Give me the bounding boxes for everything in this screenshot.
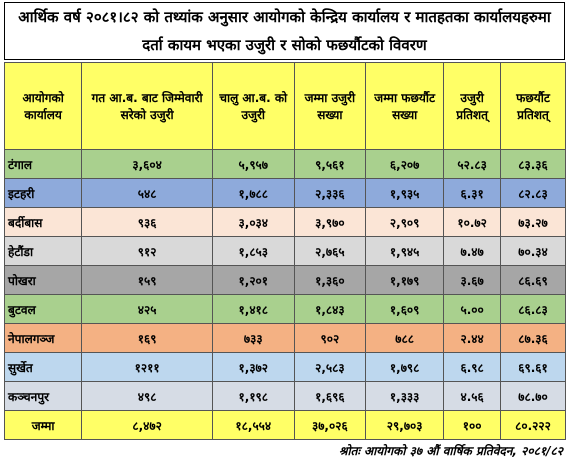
table-cell: १,६०९ bbox=[365, 294, 445, 324]
table-cell: १,९४५ bbox=[365, 236, 445, 266]
table-cell: २,७६५ bbox=[293, 236, 367, 266]
table-cell: ४९८ bbox=[81, 381, 213, 411]
table-cell: ३.६७ bbox=[443, 265, 502, 295]
table-cell: ७.४७ bbox=[443, 236, 502, 266]
table-cell: ९,५६१ bbox=[293, 149, 367, 179]
table-cell: कञ्चनपुर bbox=[3, 381, 83, 411]
table-cell: १,३३३ bbox=[365, 381, 445, 411]
table-cell: नेपालगञ्ज bbox=[3, 323, 83, 353]
table-cell: ६.३१ bbox=[443, 178, 502, 208]
table-cell: १,६९६ bbox=[293, 381, 367, 411]
table-row: बर्दीबास ९३६ ३,०३४ ३,९७० २,९०९ १०.७२ ७३.२७ bbox=[3, 207, 566, 237]
table-cell: ५४८ bbox=[81, 178, 213, 208]
table-row: हेटौंडा ९१२ १,८५३ २,७६५ १,९४५ ७.४७ ७०.३४ bbox=[3, 236, 566, 266]
table-cell: सुर्खेत bbox=[3, 352, 83, 382]
table-cell: पोखरा bbox=[3, 265, 83, 295]
table-cell: ८७.३६ bbox=[500, 323, 566, 353]
header-cell: चालु आ.ब. को उजुरी bbox=[211, 62, 295, 150]
table-cell: ३,६०४ bbox=[81, 149, 213, 179]
header-row: आयोगको कार्यालय गत आ.ब. बाट जिम्मेवारी सर… bbox=[3, 62, 566, 150]
table-cell: ७८८ bbox=[365, 323, 445, 353]
total-cell: ८,४७२ bbox=[81, 410, 213, 440]
table-cell: ९०२ bbox=[293, 323, 367, 353]
table-cell: ४.५६ bbox=[443, 381, 502, 411]
table-cell: १५९ bbox=[81, 265, 213, 295]
header-cell: गत आ.ब. बाट जिम्मेवारी सरेको उजुरी bbox=[81, 62, 213, 150]
table-cell: बर्दीबास bbox=[3, 207, 83, 237]
table-row: कञ्चनपुर ४९८ १,१९८ १,६९६ १,३३३ ४.५६ ७८.७० bbox=[3, 381, 566, 411]
table-cell: १,९३५ bbox=[365, 178, 445, 208]
table-row: पोखरा १५९ १,२०१ १,३६० १,१७९ ३.६७ ८६.६९ bbox=[3, 265, 566, 295]
table-cell: ६.९८ bbox=[443, 352, 502, 382]
table-cell: ९१२ bbox=[81, 236, 213, 266]
table: आयोगको कार्यालय गत आ.ब. बाट जिम्मेवारी सर… bbox=[3, 62, 566, 440]
total-cell: १८,५५४ bbox=[211, 410, 295, 440]
table-cell: १,३६० bbox=[293, 265, 367, 295]
table-cell: २,३३६ bbox=[293, 178, 367, 208]
table-cell: ६९.६१ bbox=[500, 352, 566, 382]
title-line: आर्थिक वर्ष २०८१।८२ को तथ्यांक अनुसार आय… bbox=[18, 8, 551, 26]
table-cell: ६,२०७ bbox=[365, 149, 445, 179]
header-cell: फछर्यौट प्रतिशत् bbox=[500, 62, 566, 150]
table-cell: १,८४३ bbox=[293, 294, 367, 324]
table-cell: हेटौंडा bbox=[3, 236, 83, 266]
table-cell: २.४४ bbox=[443, 323, 502, 353]
header-cell: आयोगको कार्यालय bbox=[3, 62, 83, 150]
table-cell: १६९ bbox=[81, 323, 213, 353]
source: श्रोतः आयोगको ३७ औं वार्षिक प्रतिवेदन, २… bbox=[339, 444, 563, 458]
table-cell: ८२.८३ bbox=[500, 178, 566, 208]
table-cell: १,३७२ bbox=[211, 352, 295, 382]
table-cell: ५.०० bbox=[443, 294, 502, 324]
table-cell: ३,०३४ bbox=[211, 207, 295, 237]
table-cell: १०.७२ bbox=[443, 207, 502, 237]
table-cell: ३,९७० bbox=[293, 207, 367, 237]
table-cell: इटहरी bbox=[3, 178, 83, 208]
table-cell: बुटवल bbox=[3, 294, 83, 324]
table-cell: १,१९८ bbox=[211, 381, 295, 411]
table-cell: २,९०९ bbox=[365, 207, 445, 237]
table-cell: १,२०१ bbox=[211, 265, 295, 295]
total-cell: ८०.२२२ bbox=[500, 410, 566, 440]
table-cell: ७३३ bbox=[211, 323, 295, 353]
table-cell: ७०.३४ bbox=[500, 236, 566, 266]
table-cell: १२११ bbox=[81, 352, 213, 382]
table-cell: १,७८८ bbox=[211, 178, 295, 208]
total-cell: ३७,०२६ bbox=[293, 410, 367, 440]
table-row: इटहरी ५४८ १,७८८ २,३३६ १,९३५ ६.३१ ८२.८३ bbox=[3, 178, 566, 208]
table-cell: २,५८३ bbox=[293, 352, 367, 382]
table-cell: १,१७९ bbox=[365, 265, 445, 295]
title-line: दर्ता कायम भएका उजुरी र सोको फछर्यौटको व… bbox=[142, 36, 427, 54]
table-cell: १,४१८ bbox=[211, 294, 295, 324]
table-row: नेपालगञ्ज १६९ ७३३ ९०२ ७८८ २.४४ ८७.३६ bbox=[3, 323, 566, 353]
table-cell: १,७९८ bbox=[365, 352, 445, 382]
table-cell: ८३.३६ bbox=[500, 149, 566, 179]
total-cell: १०० bbox=[443, 410, 502, 440]
table-cell: ७३.२७ bbox=[500, 207, 566, 237]
table-cell: १,८५३ bbox=[211, 236, 295, 266]
table-row: टंगाल ३,६०४ ५,९५७ ९,५६१ ६,२०७ ५२.८३ ८३.३६ bbox=[3, 149, 566, 179]
header-cell: जम्मा उजुरी सख्या bbox=[293, 62, 367, 150]
table-cell: ९३६ bbox=[81, 207, 213, 237]
table-cell: ७८.७० bbox=[500, 381, 566, 411]
table-cell: ५२.८३ bbox=[443, 149, 502, 179]
total-cell: जम्मा bbox=[3, 410, 83, 440]
table-cell: ५,९५७ bbox=[211, 149, 295, 179]
total-row: जम्मा ८,४७२ १८,५५४ ३७,०२६ २९,७०३ १०० ८०.२२२ bbox=[3, 410, 566, 440]
table-cell: टंगाल bbox=[3, 149, 83, 179]
title-box: आर्थिक वर्ष २०८१।८२ को तथ्यांक अनुसार आय… bbox=[4, 2, 565, 60]
header-cell: जम्मा फछर्यौट सख्या bbox=[365, 62, 445, 150]
total-cell: २९,७०३ bbox=[365, 410, 445, 440]
table-cell: ८६.८३ bbox=[500, 294, 566, 324]
table-cell: ८६.६९ bbox=[500, 265, 566, 295]
header-cell: उजुरी प्रतिशत् bbox=[443, 62, 502, 150]
table-row: बुटवल ४२५ १,४१८ १,८४३ १,६०९ ५.०० ८६.८३ bbox=[3, 294, 566, 324]
table-row: सुर्खेत १२११ १,३७२ २,५८३ १,७९८ ६.९८ ६९.६१ bbox=[3, 352, 566, 382]
table-cell: ४२५ bbox=[81, 294, 213, 324]
